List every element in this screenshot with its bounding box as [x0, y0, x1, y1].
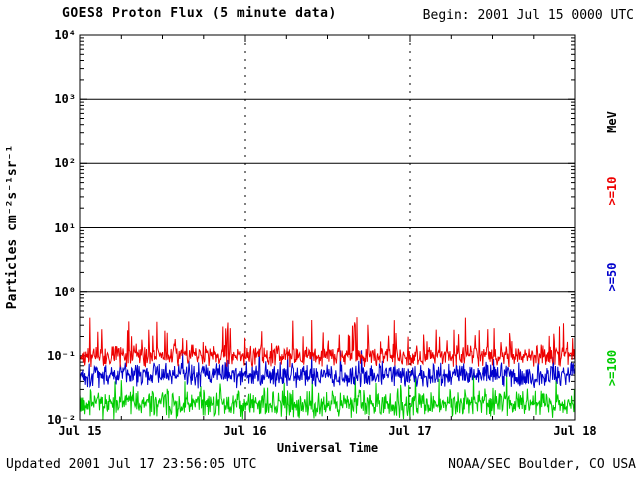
- y-tick-label: 10¹: [54, 220, 76, 235]
- y-axis-label: Particles cm⁻²s⁻¹sr⁻¹: [5, 144, 20, 310]
- x-tick-label: Jul 17: [388, 424, 432, 438]
- begin-timestamp: Begin: 2001 Jul 15 0000 UTC: [422, 8, 634, 23]
- y-tick-label: 10⁰: [54, 284, 76, 299]
- x-tick-label: Jul 15: [58, 424, 102, 438]
- x-tick-label: Jul 16: [223, 424, 267, 438]
- series-label: >=100: [605, 349, 619, 387]
- organization-credit: NOAA/SEC Boulder, CO USA: [448, 457, 636, 472]
- x-axis-title: Universal Time: [276, 441, 379, 455]
- updated-timestamp: Updated 2001 Jul 17 23:56:05 UTC: [6, 457, 257, 472]
- y-tick-label: 10⁻¹: [47, 348, 76, 363]
- chart-title: GOES8 Proton Flux (5 minute data): [62, 6, 337, 21]
- y-tick-label: 10⁴: [54, 28, 76, 42]
- y-tick-label: 10³: [54, 92, 76, 107]
- y-tick-label: 10⁻²: [47, 413, 76, 427]
- x-tick-label: Jul 18: [553, 424, 597, 438]
- y-tick-label: 10²: [54, 156, 76, 171]
